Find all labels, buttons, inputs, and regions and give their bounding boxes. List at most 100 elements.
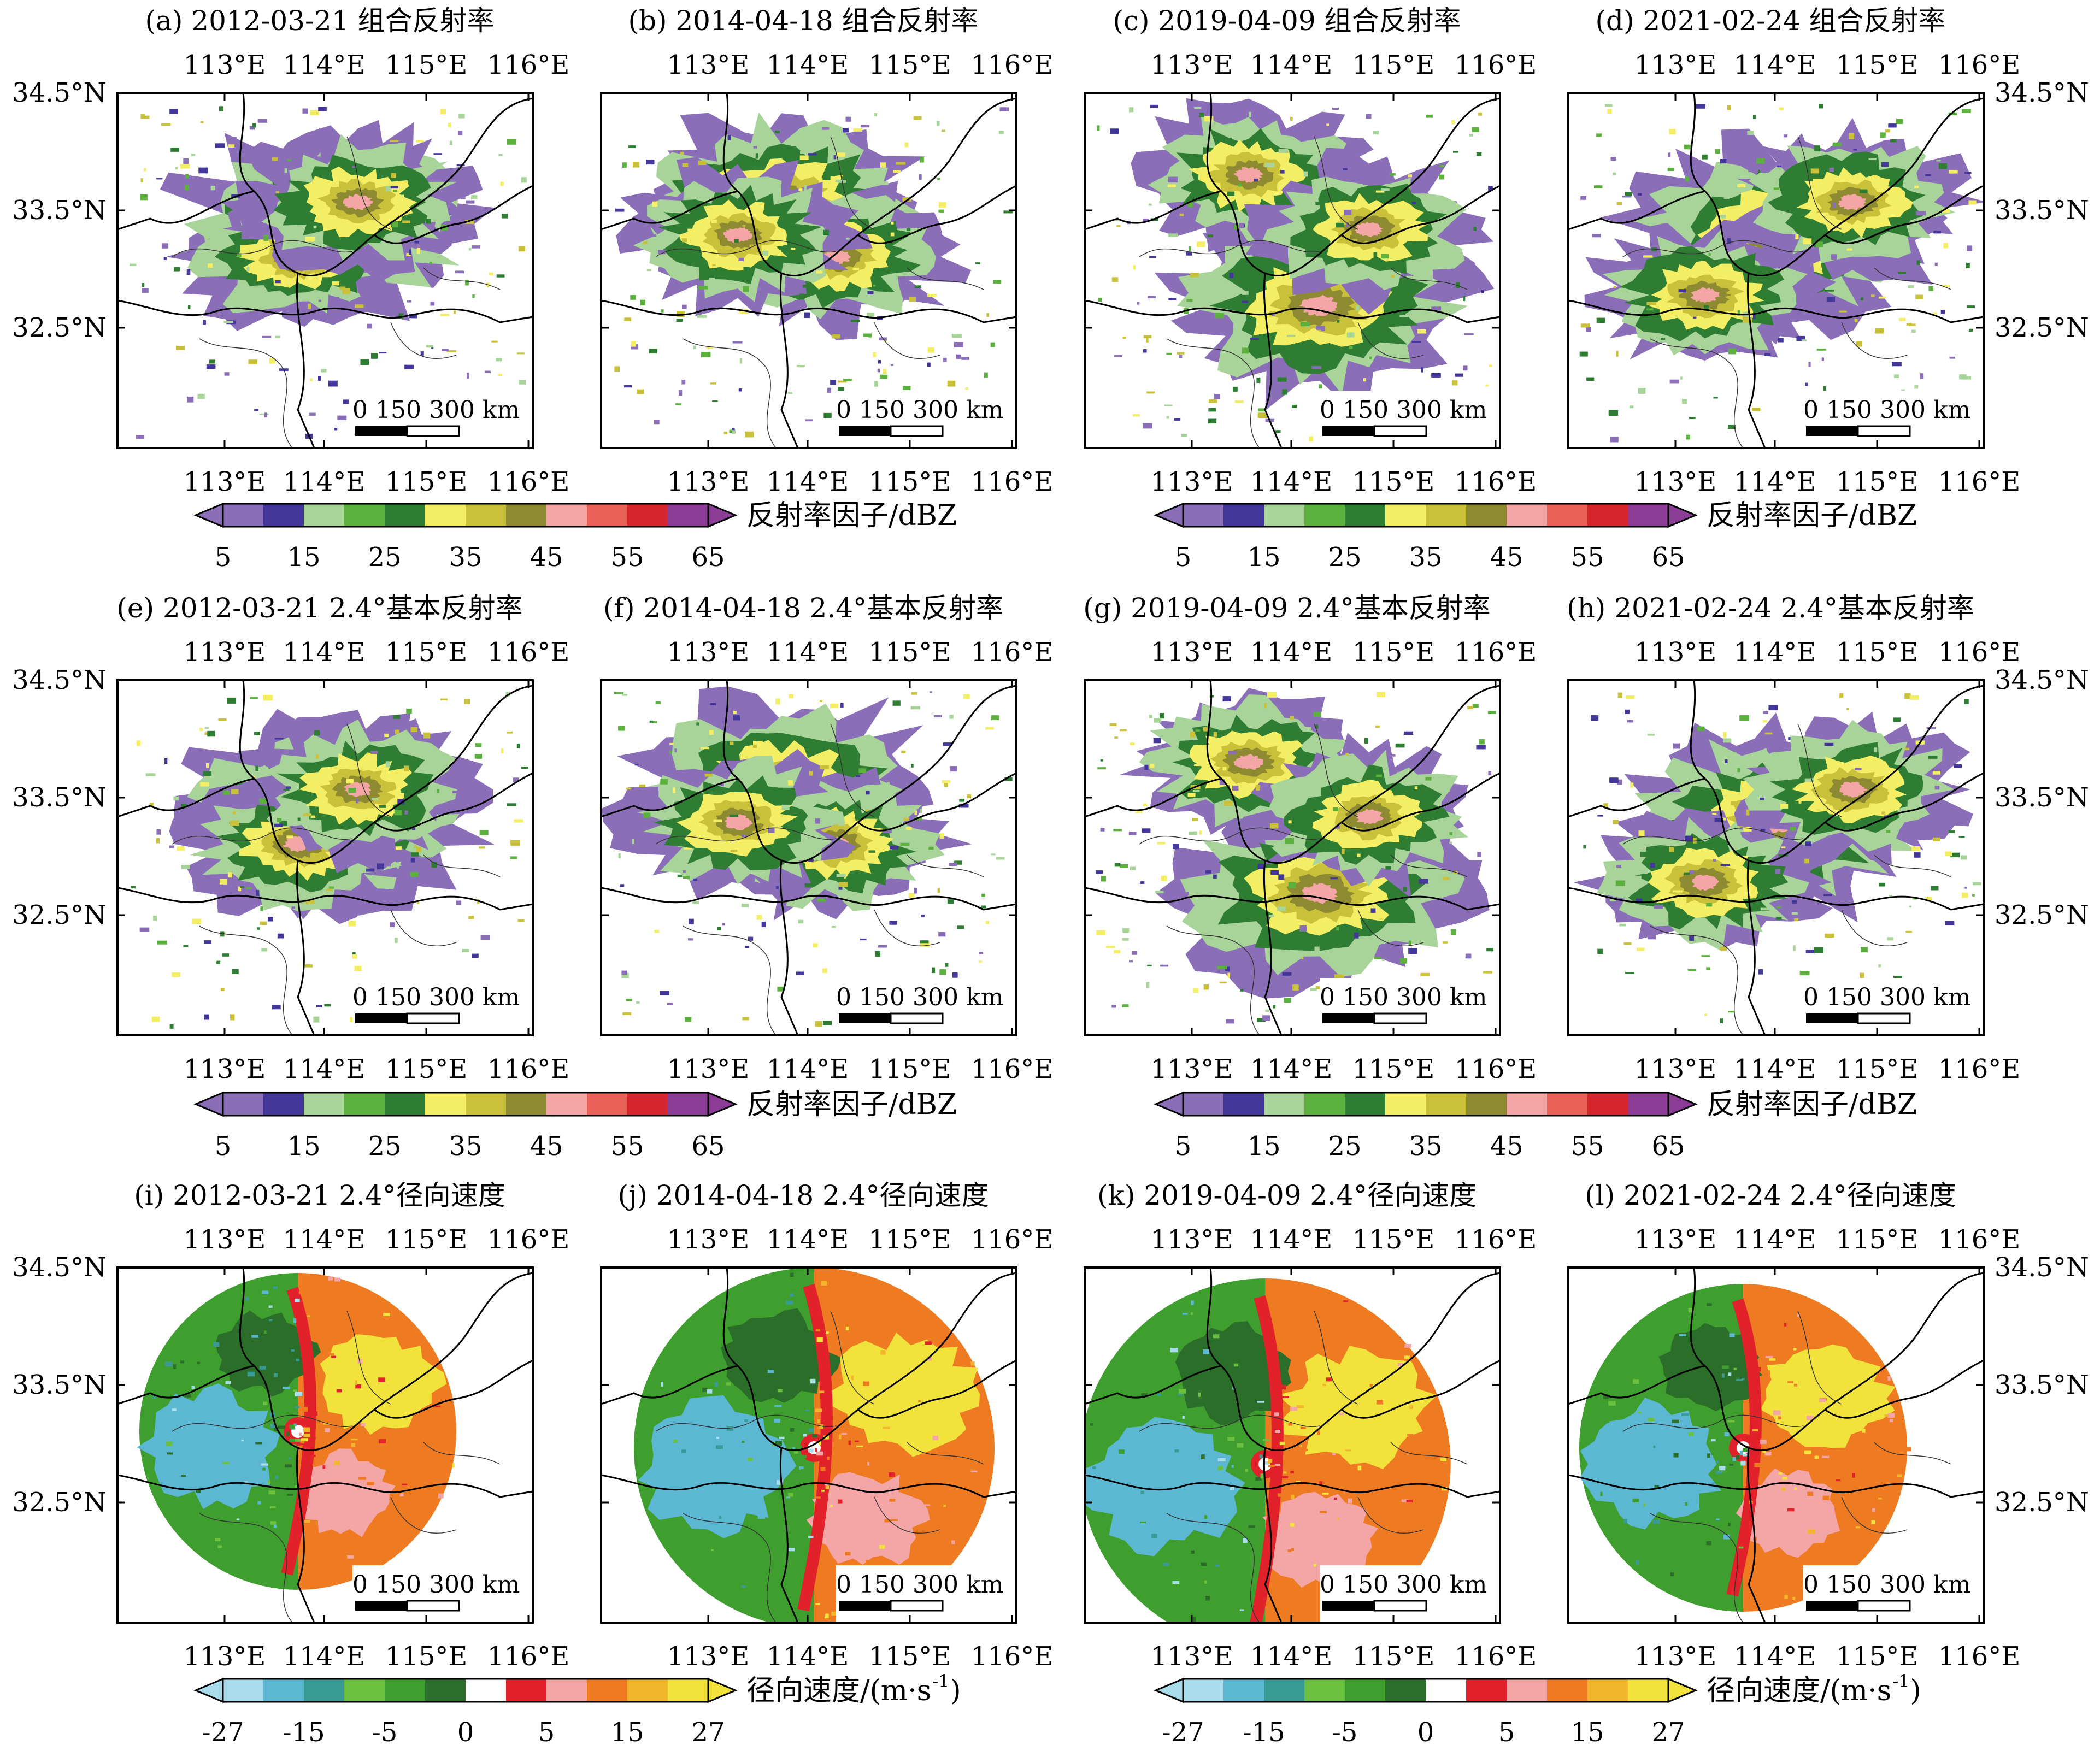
reflectivity-pixel	[1277, 906, 1286, 911]
velocity-pixel	[810, 1378, 816, 1384]
panel-f: 0 150 300 km(f) 2014-04-18 2.4°基本反射率113°…	[600, 592, 1053, 1084]
inbound-velocity-region	[1579, 1398, 1722, 1530]
reflectivity-pixel	[1879, 151, 1885, 154]
reflectivity-pixel	[489, 272, 493, 276]
colorbar-upper-extension	[707, 1091, 738, 1117]
province-border	[1568, 1474, 1984, 1498]
reflectivity-pixel	[1887, 937, 1893, 941]
reflectivity-pixel	[420, 351, 424, 356]
velocity-pixel	[1724, 1432, 1730, 1436]
reflectivity-pixel	[395, 846, 402, 850]
reflectivity-pixel	[701, 747, 709, 750]
reflectivity-pixel	[856, 775, 860, 777]
county-border	[1841, 909, 1908, 946]
province-border	[601, 299, 1016, 323]
reflectivity-pixel	[1219, 981, 1227, 984]
velocity-pixel	[1765, 1356, 1773, 1358]
reflectivity-pixel	[1945, 851, 1952, 856]
reflectivity-pixel	[507, 139, 516, 145]
velocity-pixel	[294, 1406, 300, 1408]
county-border	[655, 1414, 837, 1432]
velocity-pixel	[273, 1525, 277, 1528]
reflectivity-pixel	[1208, 408, 1216, 412]
province-border	[1085, 887, 1500, 911]
velocity-pixel	[1140, 1521, 1146, 1523]
reflectivity-pixel	[911, 764, 914, 768]
lon-tick-label-bottom: 113°E	[667, 1641, 750, 1672]
lat-tick-label: 34.5°N	[1995, 1252, 2089, 1283]
reflectivity-pixel	[618, 853, 621, 859]
reflectivity-pixel	[1280, 170, 1285, 174]
reflectivity-pixel	[1149, 715, 1152, 718]
reflectivity-pixel	[223, 321, 233, 323]
colorbar-swatch	[1345, 1093, 1385, 1116]
colorbar-swatch	[344, 1093, 385, 1116]
reflectivity-pixel	[272, 157, 278, 161]
county-border	[655, 827, 837, 845]
reflectivity-pixel	[1283, 226, 1288, 229]
reflectivity-pixel	[1130, 866, 1136, 870]
colorbar-label-superscript: -1	[932, 1671, 949, 1691]
reflectivity-pixel	[1827, 814, 1833, 820]
reflectivity-pixel	[1728, 425, 1736, 429]
lon-tick-label-bottom: 116°E	[1938, 1641, 2021, 1672]
velocity-pixel	[1332, 1453, 1336, 1456]
reflectivity-pixel	[957, 925, 964, 929]
lat-tick-label: 32.5°N	[12, 900, 107, 930]
reflectivity-pixel	[1179, 355, 1183, 358]
reflectivity-pixel	[1098, 297, 1102, 302]
reflectivity-pixel	[1592, 234, 1601, 238]
reflectivity-pixel	[1914, 385, 1919, 389]
reflectivity-pixel	[1288, 882, 1296, 888]
reflectivity-pixel	[1290, 116, 1293, 121]
reflectivity-pixel	[832, 334, 840, 339]
lon-tick-label-top: 113°E	[1634, 1224, 1717, 1255]
reflectivity-pixel	[622, 1012, 632, 1015]
reflectivity-pixel	[1285, 838, 1294, 844]
reflectivity-pixel	[1730, 752, 1737, 756]
velocity-pixel	[1715, 1471, 1723, 1474]
scale-bar-box	[1803, 978, 1983, 1034]
colorbar-tick-label: 35	[1409, 1131, 1442, 1162]
reflectivity-pixel	[1187, 793, 1196, 797]
reflectivity-pixel	[187, 305, 191, 310]
reflectivity-pixel	[878, 360, 881, 364]
colorbar-swatch	[546, 1679, 587, 1702]
reflectivity-pixel	[798, 919, 804, 924]
reflectivity-pixel	[748, 936, 754, 941]
reflectivity-pixel	[1713, 397, 1718, 399]
velocity-pixel	[1652, 1519, 1660, 1524]
province-border	[117, 887, 533, 911]
velocity-pixel	[1821, 1316, 1825, 1320]
scale-bar-box	[1803, 1565, 1983, 1622]
velocity-pixel	[883, 1426, 890, 1429]
velocity-pixel	[172, 1408, 177, 1411]
reflectivity-pixel	[464, 220, 474, 224]
map-frame	[1567, 679, 1985, 1036]
reflectivity-pixel	[774, 131, 780, 133]
reflectivity-pixel	[468, 916, 474, 919]
reflectivity-pixel	[789, 694, 794, 698]
reflectivity-pixel	[723, 432, 727, 434]
reflectivity-pixel	[491, 340, 498, 343]
reflectivity-pixel	[1708, 253, 1711, 256]
reflectivity-pixel	[1894, 374, 1899, 378]
reflectivity-pixel	[1311, 366, 1322, 369]
velocity-pixel	[1793, 1348, 1797, 1351]
lon-tick-label-bottom: 113°E	[184, 1641, 266, 1672]
reflectivity-pixel	[384, 733, 389, 737]
velocity-pixel	[1404, 1344, 1411, 1348]
reflectivity-pixel	[249, 126, 255, 130]
reflectivity-pixel	[1113, 829, 1122, 832]
reflectivity-pixel	[921, 914, 925, 918]
reflectivity-pixel	[620, 884, 625, 887]
velocity-pixel	[1409, 1405, 1413, 1410]
reflectivity-pixel	[279, 750, 284, 753]
velocity-pixel	[1653, 1445, 1656, 1448]
reflectivity-pixel	[1193, 988, 1199, 993]
lon-tick-label-bottom: 114°E	[767, 1641, 849, 1672]
reflectivity-pixel	[180, 164, 190, 169]
reflectivity-pixel	[1617, 692, 1622, 698]
reflectivity-pixel	[1301, 957, 1304, 959]
province-border	[1568, 777, 1705, 818]
